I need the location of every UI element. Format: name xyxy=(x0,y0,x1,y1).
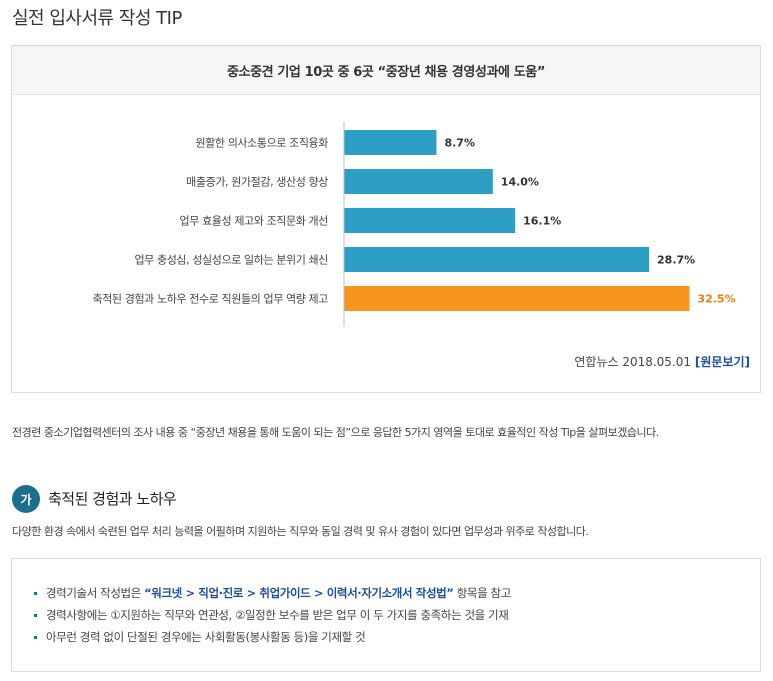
tip-text: 항목을 참고 xyxy=(453,586,512,600)
tip-item: 경력사항에는 ①지원하는 직무와 연관성, ②일정한 보수를 받은 업무 이 두… xyxy=(34,604,760,626)
tip-item: 경력기술서 작성법은 “워크넷 > 직업·진로 > 취업가이드 > 이력서·자기… xyxy=(34,582,760,604)
tip-box: 경력기술서 작성법은 “워크넷 > 직업·진로 > 취업가이드 > 이력서·자기… xyxy=(11,558,761,672)
bar xyxy=(344,286,690,311)
original-article-link[interactable]: [원문보기] xyxy=(694,355,750,369)
tip-item: 아무런 경력 없이 단절된 경우에는 사회활동(봉사활동 등)을 기재할 것 xyxy=(34,626,760,648)
chart-source: 연합뉴스 2018.05.01 [원문보기] xyxy=(574,353,750,370)
category-label: 매출증가, 원가절감, 생산성 향상 xyxy=(186,176,328,189)
section-title: 축적된 경험과 노하우 xyxy=(48,490,177,508)
bar xyxy=(344,130,437,155)
source-text: 연합뉴스 2018.05.01 xyxy=(574,355,692,369)
category-label: 원활한 의사소통으로 조직융화 xyxy=(195,136,328,150)
chart-panel: 중소중견 기업 10곳 중 6곳 “중장년 채용 경영성과에 도움” 원활한 의… xyxy=(11,45,761,393)
category-label: 업무 충성심, 성실성으로 일하는 분위기 쇄신 xyxy=(134,253,328,267)
value-label: 8.7% xyxy=(444,137,475,150)
value-label: 28.7% xyxy=(657,254,695,267)
section-badge: 가 xyxy=(12,485,40,513)
page-title: 실전 입사서류 작성 TIP xyxy=(12,8,182,29)
worknet-guide-path: “워크넷 > 직업·진로 > 취업가이드 > 이력서·자기소개서 작성법” xyxy=(144,586,454,600)
value-label: 32.5% xyxy=(697,293,735,306)
bar-chart: 원활한 의사소통으로 조직융화 8.7% 매출증가, 원가절감, 생산성 향상 14.… xyxy=(92,122,736,327)
bar xyxy=(344,247,650,272)
tip-list: 경력기술서 작성법은 “워크넷 > 직업·진로 > 취업가이드 > 이력서·자기… xyxy=(12,559,760,648)
intro-text: 전경련 중소기업협력센터의 조사 내용 중 “중장년 채용을 통해 도움이 되는… xyxy=(12,426,659,439)
category-label: 축적된 경험과 노하우 전수로 직원들의 업무 역량 제고 xyxy=(92,292,328,306)
value-label: 16.1% xyxy=(523,215,561,228)
bar xyxy=(344,169,493,194)
section-description: 다양한 환경 속에서 숙련된 업무 처리 능력을 어필하며 지원하는 직무와 동… xyxy=(12,525,589,538)
bar xyxy=(344,208,516,233)
chart-title: 중소중견 기업 10곳 중 6곳 “중장년 채용 경영성과에 도움” xyxy=(12,46,760,95)
tip-text: 경력기술서 작성법은 xyxy=(46,586,145,600)
value-label: 14.0% xyxy=(501,176,539,189)
category-label: 업무 효율성 제고와 조직문화 개선 xyxy=(180,215,328,228)
